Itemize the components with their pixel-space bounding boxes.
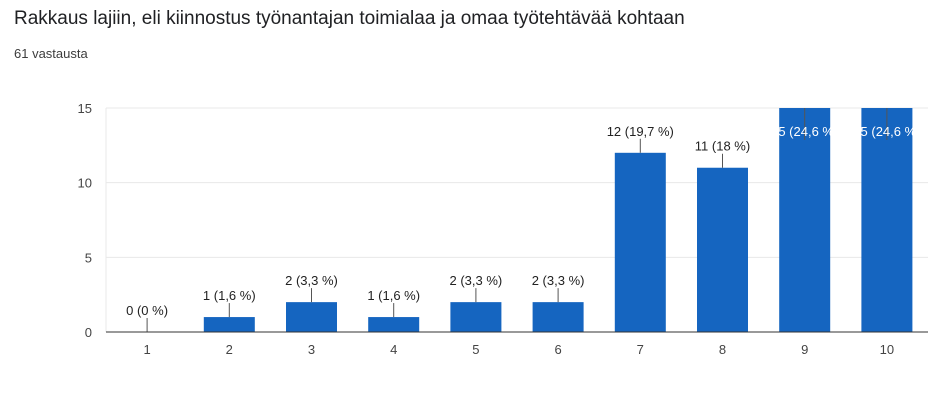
x-tick-label: 6: [554, 342, 561, 357]
bar: [286, 302, 337, 332]
bar: [532, 302, 584, 332]
data-label: 15 (24,6 %): [853, 124, 920, 139]
y-tick-label: 10: [78, 176, 92, 191]
data-label: 0 (0 %): [126, 303, 168, 318]
x-tick-label: 9: [801, 342, 808, 357]
data-label: 2 (3,3 %): [285, 273, 338, 288]
x-tick-label: 7: [637, 342, 644, 357]
x-tick-label: 10: [880, 342, 894, 357]
y-tick-label: 5: [85, 250, 92, 265]
data-label: 15 (24,6 %): [771, 124, 838, 139]
data-label: 1 (1,6 %): [367, 288, 420, 303]
bar: [614, 152, 666, 332]
data-label: 12 (19,7 %): [607, 124, 674, 139]
bar: [203, 317, 255, 332]
bar: [450, 302, 502, 332]
data-label: 2 (3,3 %): [532, 273, 585, 288]
chart-title: Rakkaus lajiin, eli kiinnostus työnantaj…: [14, 8, 685, 29]
bar: [697, 167, 748, 332]
x-tick-label: 1: [143, 342, 150, 357]
data-label: 11 (18 %): [695, 139, 750, 154]
y-tick-label: 15: [78, 101, 92, 116]
bar: [779, 108, 831, 332]
x-tick-label: 4: [390, 342, 397, 357]
bar: [368, 317, 420, 332]
x-tick-label: 2: [226, 342, 233, 357]
y-tick-label: 0: [85, 325, 92, 340]
data-label: 1 (1,6 %): [203, 288, 256, 303]
bar: [861, 108, 913, 332]
x-tick-label: 5: [472, 342, 479, 357]
x-tick-label: 3: [308, 342, 315, 357]
data-label: 2 (3,3 %): [450, 273, 503, 288]
response-count: 61 vastausta: [14, 46, 88, 61]
x-tick-label: 8: [719, 342, 726, 357]
